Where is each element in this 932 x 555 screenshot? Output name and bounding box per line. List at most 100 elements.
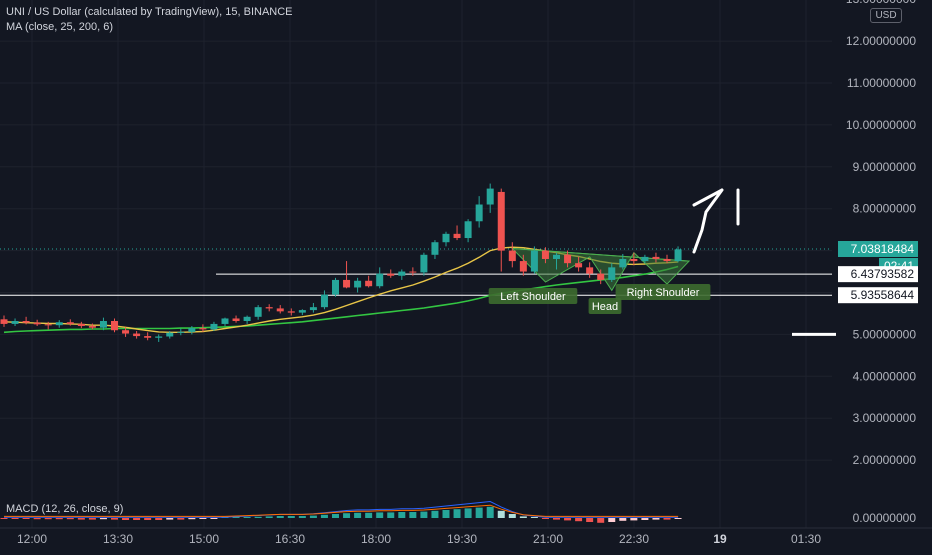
macd-histogram-bar [199,518,207,519]
price-tick-label: 12.00000000 [846,34,916,48]
macd-histogram-bar [320,514,328,518]
candle-body [420,254,428,273]
candle-body [497,191,505,251]
candle-body [442,233,450,243]
candle-body [276,308,284,312]
macd-histogram-bar [387,512,395,518]
candle-body [88,326,96,328]
candle-body [309,307,317,311]
candle-body [232,318,240,321]
currency-unit-badge[interactable]: USD [870,8,902,23]
macd-histogram-bar [519,516,527,518]
macd-histogram-bar [420,511,428,518]
hand-drawn-question-mark [692,188,724,254]
macd-histogram-bar [464,508,472,518]
current-price-tag [838,241,918,258]
macd-histogram-bar [144,518,152,520]
macd-histogram-bar [530,517,538,518]
candle-body [564,254,572,264]
macd-histogram-bar [99,518,107,520]
macd-histogram-bar [663,518,671,520]
macd-histogram-bar [586,518,594,522]
time-tick-label: 15:00 [189,532,219,546]
time-axis-background [0,528,932,550]
macd-line [4,500,679,518]
macd-pane [0,500,682,523]
candle-body [144,336,152,338]
macd-histogram-bar [298,516,306,518]
candle-body [199,328,207,330]
macd-indicator-label[interactable]: MACD (12, 26, close, 9) [6,503,124,515]
candle-body [122,330,130,334]
macd-histogram-bar [166,518,174,520]
symbol-title[interactable]: UNI / US Dollar (calculated by TradingVi… [6,6,293,18]
macd-histogram-bar [541,518,549,519]
candle-body [586,267,594,274]
macd-histogram-bar [475,507,483,518]
macd-histogram-bar [575,518,583,522]
hand-drawing [692,188,740,254]
level-price-value: 5.93558644 [851,288,915,302]
macd-histogram-bar [122,518,130,520]
candle-body [619,258,627,268]
macd-histogram-bar [254,516,262,518]
macd-histogram-bar [365,512,373,518]
candle-body [22,320,30,323]
time-tick-label: 01:30 [791,532,821,546]
candle-body [398,271,406,276]
macd-histogram-bar [133,518,141,520]
level-price-tag [838,287,918,304]
candle-body [387,273,395,276]
pattern-label: Head [592,301,618,313]
time-tick-label: 16:30 [275,532,305,546]
candle-body [0,319,8,324]
macd-histogram-bar [553,518,560,520]
candle-body [221,318,229,324]
candle-body [155,336,163,338]
candle-body [188,328,196,332]
candle-body [453,233,461,239]
time-axis: 12:00 13:30 15:00 16:30 18:00 19:30 21:00 22:30… [0,527,932,550]
macd-histogram-bar [77,518,85,520]
candle-body [597,273,605,280]
candle-body [663,258,671,262]
candle-body [674,249,682,262]
pattern-label-bg [488,288,578,304]
candle-body [243,316,251,321]
time-tick-label: 21:00 [533,532,563,546]
candle-body [575,263,583,268]
macd-histogram-bar [332,514,339,518]
current-price-value: 7.03818484 [851,242,915,256]
time-tick-label: 12:00 [17,532,47,546]
time-tick-label: 19 [713,532,727,546]
candle-body [486,188,494,205]
macd-histogram-bar [398,512,406,518]
candle-body [254,307,262,317]
candle-body [332,279,339,295]
candle-body [111,320,118,331]
candle-body [409,271,417,273]
macd-histogram-bar [652,518,660,520]
macd-histogram-bar [155,518,163,520]
macd-histogram-bar [597,518,605,523]
macd-histogram-bar [210,518,218,519]
macd-histogram-bar [376,512,384,518]
macd-histogram-bar [309,515,317,518]
macd-histogram-bar [497,510,505,518]
macd-histogram-bar [0,518,8,519]
macd-histogram-bar [276,516,284,518]
price-tick-label: 10.00000000 [846,118,916,132]
price-tick-label: 2.00000000 [853,453,917,467]
macd-histogram-bar [55,518,63,520]
macd-histogram-bar [442,510,450,518]
ma-indicator-label[interactable]: MA (close, 25, 200, 6) [6,21,113,33]
candle-body [287,311,295,313]
pattern-label: Left Shoulder [500,291,566,303]
candle-body [44,324,52,326]
candle-body [652,256,660,259]
candles [0,183,682,342]
macd-zero-label: 0.00000000 [853,511,917,525]
